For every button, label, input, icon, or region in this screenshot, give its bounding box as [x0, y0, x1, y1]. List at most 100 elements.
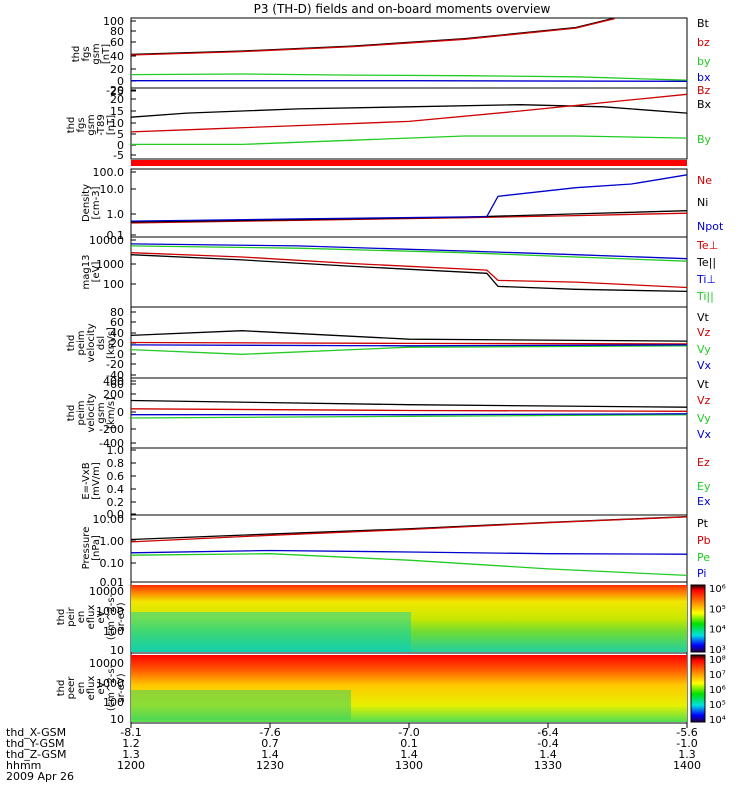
x-axis-value: -5.6: [676, 726, 697, 739]
panel-fgs_dt89-tick: 15: [110, 105, 124, 118]
legend-vel_gsm-black: Vt: [697, 378, 710, 391]
legend-density-blue: Npot: [697, 220, 724, 233]
legend-vel_dsl-black: Vt: [697, 311, 710, 324]
panel-efield-tick: 0.8: [107, 457, 125, 470]
legend-vel_gsm-green: Vy: [697, 412, 711, 425]
panel-fgs-tick: 40: [110, 50, 124, 63]
series-fgs_dt89-black: [130, 104, 688, 118]
panel-temp-tick: 10000: [89, 234, 124, 247]
x-axis-row-label: 2009 Apr 26: [6, 770, 74, 783]
series-density-blue: [130, 174, 688, 222]
legend-pressure-blue: Pi: [697, 567, 706, 580]
panel-pressure-tick: 0.10: [100, 557, 125, 570]
x-axis-value: 0.7: [261, 737, 279, 750]
legend-fgs_dt89-black: Bx: [697, 98, 712, 111]
panel-fgs_dt89-ylabel: -T89: [96, 114, 107, 136]
panel-vel_gsm-tick: 400: [103, 375, 124, 388]
panel-vel_dsl-ylabel: peim: [76, 330, 87, 355]
series-temp-red: [130, 252, 688, 289]
panel-efield-frame: [130, 447, 688, 516]
panel-ele_spec-ylabel: eflux: [86, 676, 97, 701]
x-axis-value: -0.4: [537, 737, 558, 750]
panel-fgs-ylabel: thd: [71, 46, 82, 63]
page-title: P3 (TH-D) fields and on-board moments ov…: [254, 2, 551, 16]
panel-fgs_dt89-ylabel: thd: [66, 117, 77, 134]
colorbar-ele_spec-label: 10⁴: [709, 715, 726, 726]
panel-fgs_dt89-ylabel: gsm: [86, 114, 97, 135]
panel-pressure-tick: 10.00: [93, 513, 125, 526]
panel-vel_dsl-ylabel: [km/s]: [106, 327, 117, 359]
x-axis-value: -1.0: [676, 737, 697, 750]
panel-vel_dsl-ylabel: velocity: [86, 323, 97, 362]
panel-fgs_dt89-tick: 20: [110, 93, 124, 106]
panel-ion_spec-ylabel: thd: [56, 609, 67, 626]
panel-ele_spec-ylabel: sr-eV): [116, 673, 127, 702]
panel-vel_gsm-ylabel: peim: [76, 400, 87, 425]
legend-vel_dsl-blue: Vx: [697, 359, 712, 372]
panel-efield-tick: 0.4: [107, 483, 125, 496]
panel-efield-tick: 0.2: [107, 496, 125, 509]
panel-fgs-ylabel: [nT]: [101, 44, 112, 64]
panel-fgs-tick: 20: [110, 63, 124, 76]
series-vel_dsl-blue: [130, 344, 688, 347]
series-fgs-red: [130, 17, 615, 56]
panel-vel_gsm-ylabel: gsm: [96, 402, 107, 423]
series-fgs-green: [130, 73, 688, 81]
panel-vel_dsl-tick: -40: [106, 369, 124, 382]
ion-colorbar: [690, 584, 706, 653]
panel-pressure-tick: 1.00: [100, 535, 125, 548]
legend-fgs-red: bz: [697, 36, 710, 49]
panel-vel_gsm-ylabel: thd: [66, 405, 77, 422]
panel-fgs_dt89-frame: [130, 87, 688, 160]
series-fgs_dt89-red: [130, 93, 688, 133]
panel-vel_gsm-tick: -400: [99, 437, 124, 450]
series-temp-blue: [130, 243, 688, 260]
legend-temp-red: Te⊥: [696, 239, 718, 252]
series-vel_dsl-red: [130, 341, 688, 345]
panel-ele_spec-tick: 1000: [96, 677, 124, 690]
panel-fgs-ylabel: gsm: [91, 43, 102, 64]
x-axis-value: 1230: [256, 759, 284, 772]
panel-ion_spec-tick: 1000: [96, 605, 124, 618]
x-axis-row-label: thd_X-GSM: [6, 726, 66, 739]
panel-fgs-ylabel: fgs: [81, 46, 92, 61]
panel-fgs-tick: 80: [110, 25, 124, 38]
x-axis-row-label: thd_Z-GSM: [6, 748, 66, 761]
x-axis-row-label: hhmm: [6, 759, 41, 772]
panel-ele_spec-ylabel: eV: [96, 681, 107, 694]
electron-colorbar: [690, 654, 706, 723]
ion-spectrogram-low-band: [131, 612, 411, 652]
x-axis-value: 0.1: [400, 737, 418, 750]
colorbar-ion_spec-label: 10⁶: [709, 584, 726, 595]
series-fgs-blue: [131, 80, 688, 82]
panel-efield-tick: 1.0: [107, 444, 125, 457]
panel-vel_dsl-ylabel: thd: [66, 335, 77, 352]
panel-fgs_dt89-tick: 0: [117, 139, 124, 152]
panel-ion_spec-tick: 100: [103, 625, 124, 638]
legend-temp-green: Ti||: [696, 290, 714, 303]
x-axis-value: 1.4: [539, 748, 557, 761]
legend-density-red: Ne: [697, 174, 712, 187]
panel-vel_gsm-ylabel: velocity: [86, 393, 97, 432]
legend-fgs-black: Bt: [697, 17, 710, 30]
series-pressure-red: [130, 516, 688, 543]
panel-ele_spec-ylabel: thd: [56, 680, 67, 697]
series-vel_gsm-blue: [131, 413, 688, 416]
panel-pressure-ylabel: [nPa]: [91, 535, 102, 561]
panel-fgs_dt89-tick: 25: [110, 85, 124, 98]
panel-vel_dsl-ylabel: dsl: [96, 336, 107, 350]
legend-vel_dsl-green: Vy: [697, 343, 711, 356]
panel-ion_spec-ylabel: sr-eV): [116, 602, 127, 631]
panel-fgs_dt89-tick: 10: [110, 117, 124, 130]
panel-density-frame: [130, 168, 688, 238]
electron-spectrogram: [131, 655, 687, 722]
x-axis-value: 1300: [395, 759, 423, 772]
panel-ion_spec-ylabel: en: [76, 611, 87, 624]
series-vel_gsm-black: [130, 399, 688, 408]
ion-spectrogram: [131, 585, 687, 652]
series-vel_dsl-green: [130, 345, 688, 355]
series-vel_gsm-red: [130, 408, 688, 412]
panel-ion_spec-ylabel: (cm^2-s-: [106, 593, 117, 640]
